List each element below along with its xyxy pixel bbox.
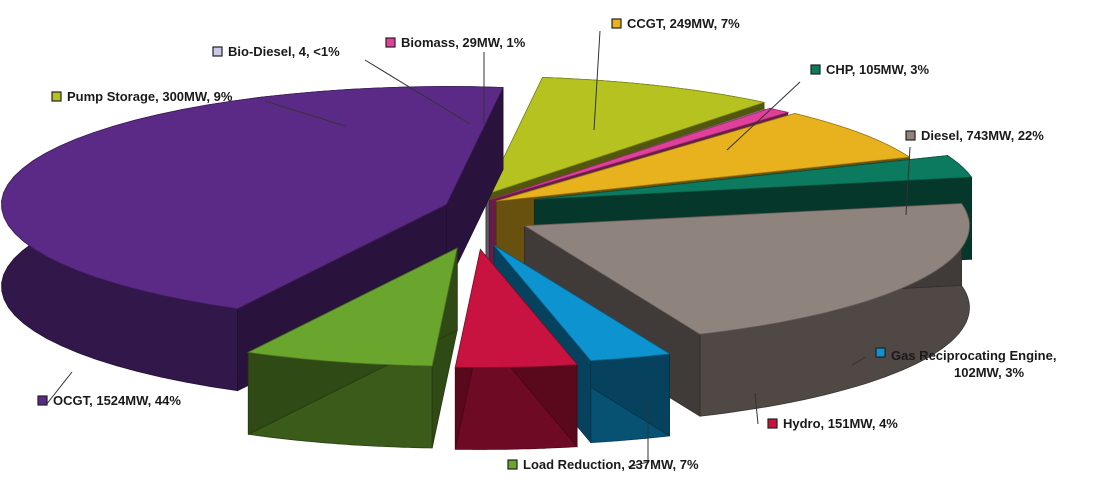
slice-label: Biomass, 29MW, 1% [401,35,526,50]
legend-swatch [51,91,62,102]
legend-swatch [875,347,886,358]
pie-slices [1,77,973,450]
legend-swatch [37,395,48,406]
label-biomass: Biomass, 29MW, 1% [385,35,526,124]
slice-label: CCGT, 249MW, 7% [627,16,740,31]
slice-top [485,77,766,196]
label-ocgt: OCGT, 1524MW, 44% [37,371,181,408]
slice-top [1,86,504,310]
label-hydro: Hydro, 151MW, 4% [754,392,898,431]
slice-label: Load Reduction, 237MW, 7% [523,457,699,472]
slice-label: OCGT, 1524MW, 44% [53,393,181,408]
slice-top [496,113,911,202]
label-bio-diesel: Bio-Diesel, 4, <1% [212,44,471,125]
label-gas-reciprocating-engine: Gas Reciprocating Engine, 102MW, 3% [851,347,1056,380]
slice-label: Pump Storage, 300MW, 9% [67,89,233,104]
legend-swatch [212,46,223,57]
leader-line [851,356,867,366]
slice-hydro [454,248,578,450]
slice-top [454,248,578,368]
leader-line [364,59,471,125]
slice-top [493,245,671,362]
label-chp: CHP, 105MW, 3% [726,62,930,151]
legend-swatch [767,418,778,429]
legend-swatch [611,18,622,29]
legend-swatch [507,459,518,470]
leader-line [593,30,601,131]
leader-line [45,371,73,406]
leader-line [627,402,649,468]
slice-top [523,203,970,335]
leader-line [754,392,759,425]
leader-line [726,81,801,151]
slice-label: Gas Reciprocating Engine, [891,348,1056,363]
leader-line [264,100,346,127]
slice-load-reduction [246,247,458,449]
slice-top [489,107,790,201]
slice-top [246,247,458,367]
slice-label: 102MW, 3% [954,365,1025,380]
legend-swatch [385,37,396,48]
legend-swatch [810,64,821,75]
label-pump-storage: Pump Storage, 300MW, 9% [51,89,346,127]
slice-label: Hydro, 151MW, 4% [783,416,898,431]
leader-line [905,146,911,216]
slice-label: Bio-Diesel, 4, <1% [228,44,340,59]
label-load-reduction: Load Reduction, 237MW, 7% [507,402,699,472]
label-diesel: Diesel, 743MW, 22% [905,128,1044,216]
slice-top [534,155,973,200]
slice-label: CHP, 105MW, 3% [826,62,930,77]
legend-swatch [905,130,916,141]
pie-labels: OCGT, 1524MW, 44% Pump Storage, 300MW, 9%… [37,16,1056,472]
slice-label: Diesel, 743MW, 22% [921,128,1044,143]
label-ccgt: CCGT, 249MW, 7% [593,16,740,131]
